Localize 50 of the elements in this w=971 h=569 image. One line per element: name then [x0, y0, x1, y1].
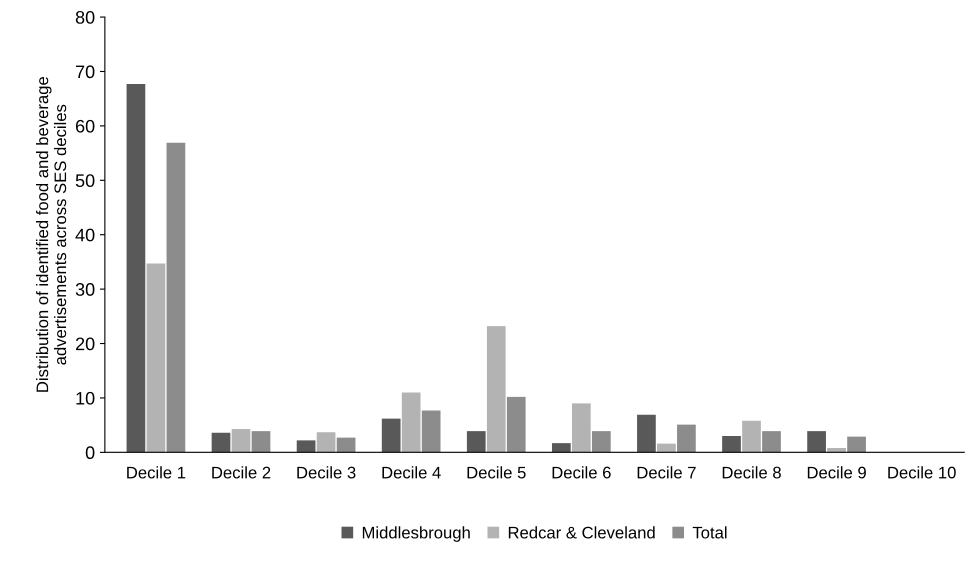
- bar: [827, 448, 846, 452]
- bar: [466, 431, 486, 452]
- y-tick-label: 0: [86, 446, 94, 460]
- bar: [637, 414, 656, 452]
- bar: [506, 396, 526, 452]
- bar: [402, 392, 421, 452]
- bar: [422, 410, 441, 452]
- legend-label: Middlesbrough: [362, 526, 470, 542]
- bar: [316, 432, 336, 452]
- y-tick-label: 10: [76, 392, 94, 405]
- y-axis-title: Distribution of identified food and beverage advertisements across SES deciles: [36, 77, 66, 392]
- bar: [296, 440, 316, 452]
- y-tick-label: 60: [76, 120, 94, 133]
- x-tick-label: Decile 3: [297, 466, 356, 478]
- bar: [126, 84, 146, 452]
- bar: [847, 436, 866, 452]
- y-tick-label: 80: [76, 11, 94, 24]
- y-tick-label: 30: [76, 283, 94, 296]
- bar: [336, 438, 356, 452]
- bar: [742, 420, 761, 452]
- x-tick-label: Decile 7: [638, 466, 696, 478]
- bar: [232, 428, 250, 452]
- bar: [212, 432, 230, 452]
- x-tick-label: Decile 4: [382, 466, 441, 478]
- bar: [762, 431, 781, 452]
- legend-label: Redcar & Cleveland: [508, 526, 655, 539]
- x-tick-label: Decile 8: [722, 466, 781, 478]
- x-tick-label: Decile 6: [552, 466, 611, 478]
- bar: [382, 418, 401, 452]
- y-tick-label: 20: [76, 337, 94, 350]
- bar: [677, 424, 696, 452]
- x-tick-label: Decile 5: [468, 466, 526, 478]
- bar: [572, 403, 591, 452]
- x-tick-label: Decile 1: [127, 466, 186, 478]
- bar: [592, 431, 611, 452]
- y-tick-label: 70: [76, 65, 94, 78]
- y-tick-label: 40: [75, 228, 94, 242]
- y-tick-label: 50: [76, 174, 94, 188]
- bar: [552, 443, 571, 452]
- x-tick-label: Decile 10: [888, 466, 956, 478]
- bar: [166, 142, 186, 452]
- x-tick-label: Decile 9: [808, 466, 866, 478]
- legend-label: Total: [692, 526, 726, 539]
- bar: [146, 264, 166, 452]
- x-tick-label: Decile 2: [212, 466, 270, 478]
- bar: [807, 431, 826, 452]
- bar: [252, 431, 270, 452]
- bar: [722, 436, 741, 452]
- bar: [657, 444, 676, 452]
- bar: [486, 326, 506, 452]
